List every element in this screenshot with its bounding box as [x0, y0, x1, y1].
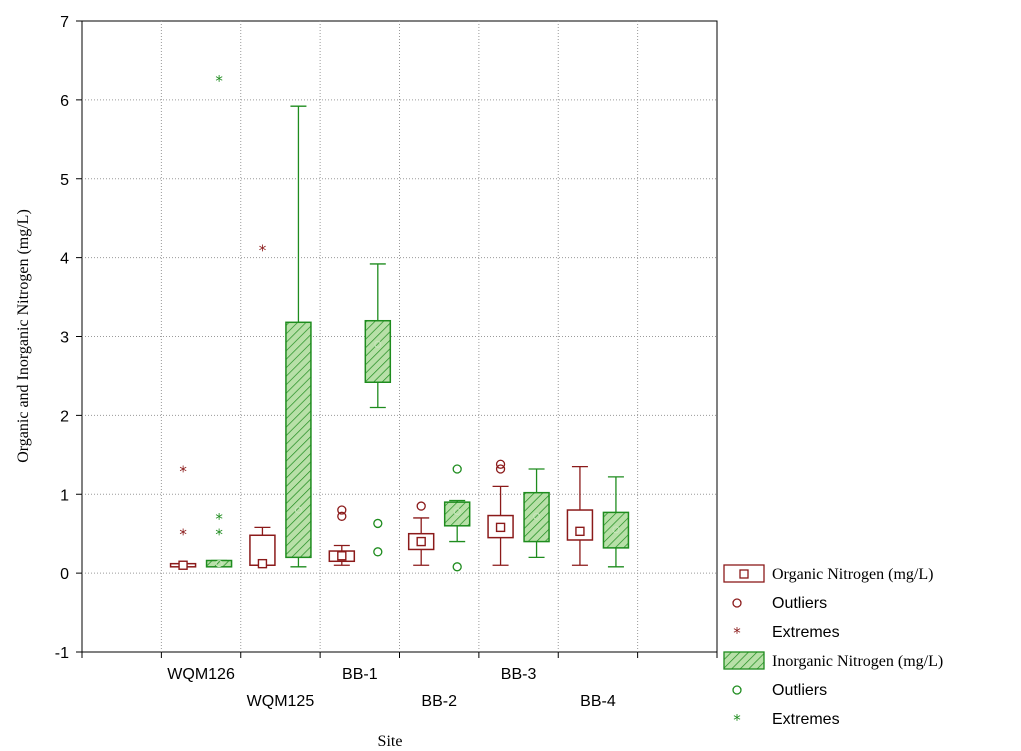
extreme-marker: * [215, 526, 223, 544]
y-tick-label: 5 [60, 172, 69, 189]
grid-lines [82, 21, 717, 652]
legend-label: Inorganic Nitrogen (mg/L) [772, 653, 943, 670]
x-tick-label: BB-3 [501, 666, 537, 683]
y-tick-label: 6 [60, 93, 69, 110]
median-marker [575, 526, 585, 537]
legend-label: Outliers [772, 595, 827, 612]
legend-label: Extremes [772, 624, 840, 641]
median-marker [215, 560, 223, 568]
legend-swatch-median [739, 569, 749, 579]
median-marker [294, 506, 302, 514]
x-tick-label: WQM125 [247, 693, 315, 710]
legend-label: Outliers [772, 682, 827, 699]
extreme-marker: * [179, 526, 187, 544]
box [205, 559, 233, 568]
box [285, 321, 312, 559]
box [364, 319, 392, 383]
y-axis-ticks: -1 0 1 2 3 4 5 6 7 [55, 14, 82, 662]
outlier-points: ****** [179, 72, 506, 572]
outlier-marker [416, 501, 426, 511]
x-axis-title: Site [378, 733, 403, 750]
y-tick-label: -1 [55, 645, 69, 662]
x-tick-label: BB-2 [421, 693, 457, 710]
extreme-marker: * [215, 72, 223, 90]
outlier-marker [495, 459, 506, 469]
y-tick-label: 2 [60, 408, 69, 425]
y-tick-label: 3 [60, 330, 69, 347]
median-marker [178, 560, 188, 570]
extreme-marker: * [215, 510, 223, 528]
boxes [169, 105, 630, 570]
box [443, 501, 471, 527]
extreme-marker: * [733, 711, 741, 729]
outlier-marker [732, 598, 742, 608]
legend-label: Extremes [772, 711, 840, 728]
median-marker [533, 512, 541, 520]
outlier-marker [495, 464, 506, 474]
extreme-marker: * [179, 463, 187, 481]
legend-swatch-box [723, 651, 765, 670]
median-marker [495, 522, 506, 533]
median-marker [612, 526, 620, 534]
box [523, 491, 550, 543]
outlier-marker [337, 505, 347, 515]
legend-label: Organic Nitrogen (mg/L) [772, 566, 933, 583]
outlier-marker [373, 518, 383, 529]
extreme-marker: * [733, 624, 741, 642]
outlier-marker [732, 685, 742, 695]
outlier-marker [337, 511, 347, 521]
median-marker [416, 536, 426, 547]
y-tick-label: 7 [60, 14, 69, 31]
legend: Organic Nitrogen (mg/L) Outliers * Extremes… [723, 564, 943, 729]
extreme-marker: * [259, 242, 267, 260]
x-tick-label: WQM126 [167, 666, 235, 683]
median-marker [257, 558, 268, 569]
x-axis-ticks: WQM126 WQM125 BB-1 BB-2 BB-3 BB-4 [81, 652, 718, 710]
y-tick-label: 1 [60, 487, 69, 504]
outlier-marker [452, 464, 462, 474]
x-tick-label: BB-1 [342, 666, 378, 683]
median-marker [374, 340, 382, 348]
outlier-marker [452, 562, 462, 572]
box [602, 511, 630, 549]
y-tick-label: 0 [60, 566, 69, 583]
y-tick-label: 4 [60, 251, 69, 268]
x-tick-label: BB-4 [580, 693, 616, 710]
median-marker [337, 551, 347, 561]
outlier-marker [373, 547, 383, 557]
median-marker [453, 508, 461, 516]
y-axis-title: Organic and Inorganic Nitrogen (mg/L) [15, 209, 32, 463]
